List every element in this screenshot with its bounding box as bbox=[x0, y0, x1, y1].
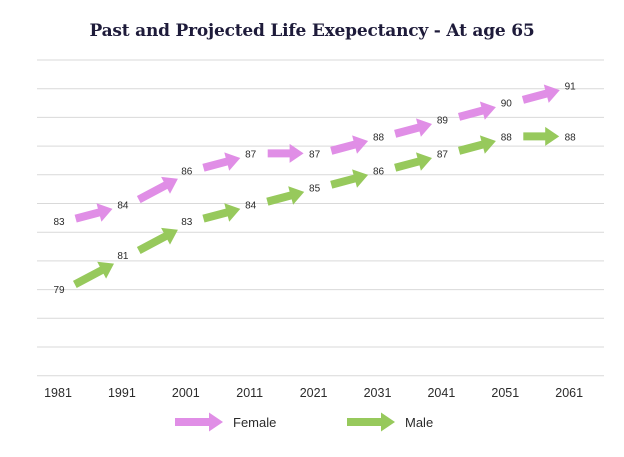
male-arrow-1981-1991 bbox=[73, 261, 114, 288]
x-tick-1981: 1981 bbox=[44, 386, 72, 400]
male-arrow-2051-2061 bbox=[523, 126, 560, 146]
x-tick-2061: 2061 bbox=[555, 386, 583, 400]
legend-female-label: Female bbox=[233, 415, 276, 430]
female-label-2021: 87 bbox=[309, 149, 321, 160]
x-tick-2041: 2041 bbox=[427, 386, 455, 400]
male-label-2061: 88 bbox=[565, 132, 577, 143]
male-label-2041: 87 bbox=[437, 149, 449, 160]
male-label-2051: 88 bbox=[501, 132, 513, 143]
female-label-2051: 90 bbox=[501, 98, 513, 109]
gridlines bbox=[37, 59, 604, 377]
chart-title: Past and Projected Life Exepectancy - At… bbox=[89, 21, 535, 41]
legend: Female Male bbox=[175, 412, 433, 432]
female-arrow-2021-2031 bbox=[330, 135, 369, 155]
male-arrow-2011-2021 bbox=[266, 186, 305, 206]
x-tick-2021: 2021 bbox=[300, 386, 328, 400]
male-arrow-2041-2051 bbox=[458, 135, 496, 155]
female-label-2011: 87 bbox=[245, 149, 257, 160]
legend-male-arrow-icon bbox=[347, 412, 395, 432]
male-label-2031: 86 bbox=[373, 166, 385, 177]
female-label-2061: 91 bbox=[565, 82, 577, 93]
data-labels: 83 84 86 87 87 88 89 90 91 79 81 83 84 85 86 87 88 88 bbox=[53, 82, 576, 297]
male-label-1991: 81 bbox=[117, 251, 129, 262]
female-arrow-2041-2051 bbox=[458, 101, 496, 121]
female-label-2031: 88 bbox=[373, 132, 385, 143]
x-tick-2051: 2051 bbox=[491, 386, 519, 400]
female-arrow-1981-1991 bbox=[74, 203, 113, 223]
female-label-2001: 86 bbox=[181, 166, 193, 177]
male-arrow-2031-2041 bbox=[394, 152, 432, 172]
male-arrow-2021-2031 bbox=[330, 169, 369, 189]
legend-female-arrow-icon bbox=[175, 412, 223, 432]
female-arrow-1991-2001 bbox=[136, 176, 178, 204]
female-label-1991: 84 bbox=[117, 200, 129, 211]
x-tick-1991: 1991 bbox=[108, 386, 136, 400]
x-axis-ticks: 1981 1991 2001 2011 2021 2031 2041 2051 2061 bbox=[44, 386, 583, 400]
x-tick-2001: 2001 bbox=[172, 386, 200, 400]
male-label-1981: 79 bbox=[53, 285, 65, 296]
male-label-2021: 85 bbox=[309, 183, 321, 194]
male-label-2001: 83 bbox=[181, 217, 193, 228]
series-arrows bbox=[73, 84, 560, 288]
x-tick-2031: 2031 bbox=[364, 386, 392, 400]
female-arrow-2051-2061 bbox=[521, 84, 560, 104]
female-arrow-2011-2021 bbox=[267, 143, 304, 163]
x-tick-2011: 2011 bbox=[236, 386, 263, 400]
female-label-1981: 83 bbox=[53, 217, 65, 228]
female-arrow-2031-2041 bbox=[394, 118, 432, 138]
male-arrow-1991-2001 bbox=[136, 227, 178, 254]
male-arrow-2001-2011 bbox=[202, 203, 241, 223]
male-label-2011: 84 bbox=[245, 200, 257, 211]
legend-male-label: Male bbox=[405, 415, 433, 430]
female-label-2041: 89 bbox=[437, 115, 449, 126]
female-arrow-2001-2011 bbox=[202, 152, 241, 172]
